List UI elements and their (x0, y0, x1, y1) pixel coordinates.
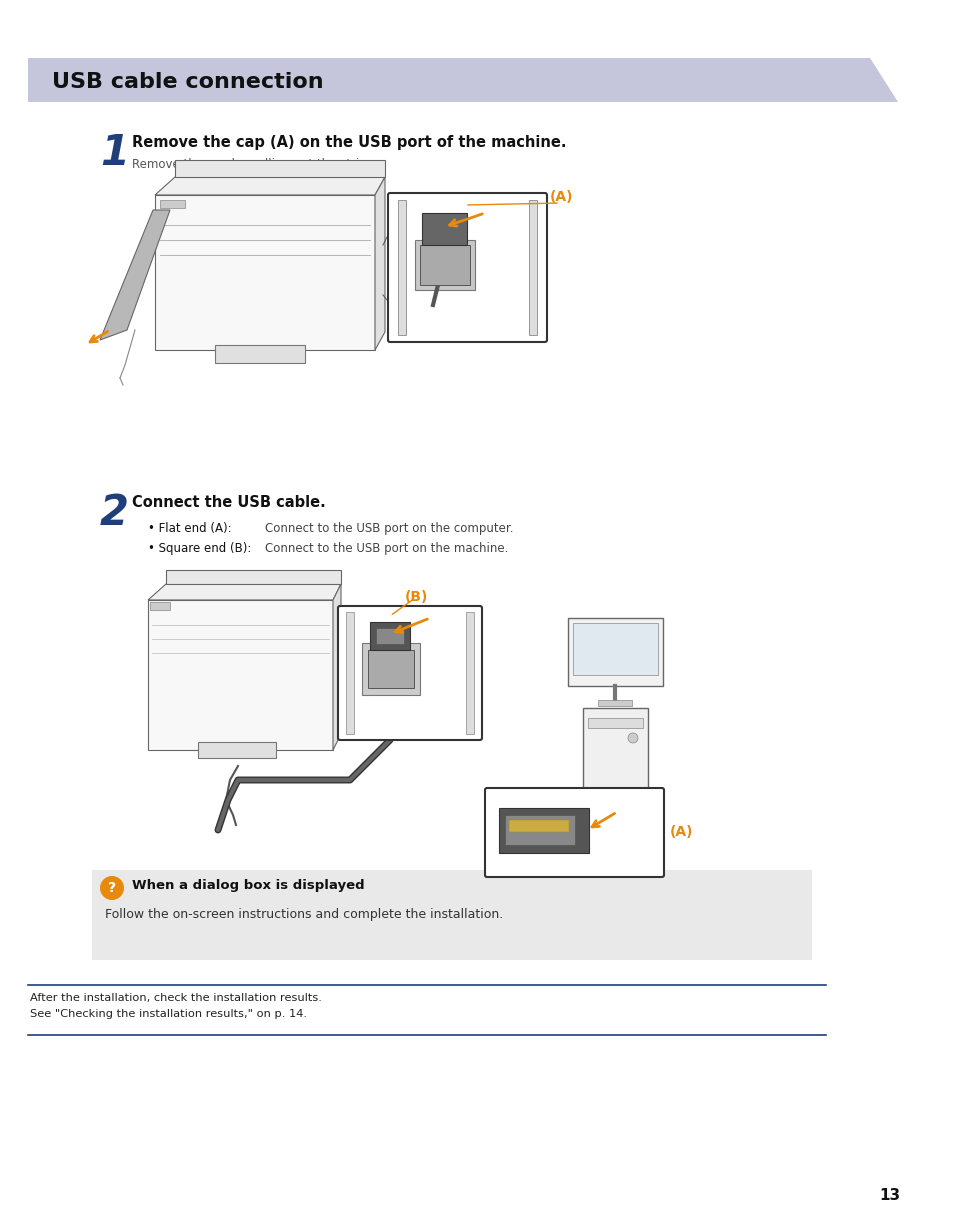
Text: USB cable connection: USB cable connection (52, 72, 323, 92)
FancyBboxPatch shape (587, 718, 642, 728)
Text: Remove the cap by pulling out the string.: Remove the cap by pulling out the string… (132, 158, 377, 171)
FancyBboxPatch shape (598, 699, 631, 706)
FancyBboxPatch shape (150, 602, 170, 610)
FancyBboxPatch shape (397, 200, 406, 335)
Polygon shape (100, 210, 170, 340)
FancyBboxPatch shape (573, 623, 658, 675)
FancyBboxPatch shape (529, 200, 537, 335)
FancyBboxPatch shape (567, 618, 662, 686)
Polygon shape (148, 584, 340, 600)
FancyBboxPatch shape (504, 815, 575, 845)
FancyBboxPatch shape (375, 628, 403, 644)
Text: Connect to the USB port on the machine.: Connect to the USB port on the machine. (265, 542, 508, 555)
FancyBboxPatch shape (214, 345, 305, 363)
Text: • Square end (B):: • Square end (B): (148, 542, 251, 555)
FancyBboxPatch shape (419, 245, 470, 285)
FancyBboxPatch shape (148, 600, 333, 750)
Polygon shape (154, 195, 375, 350)
Text: When a dialog box is displayed: When a dialog box is displayed (132, 879, 364, 892)
FancyBboxPatch shape (484, 788, 663, 877)
Circle shape (627, 733, 638, 744)
Text: Connect the USB cable.: Connect the USB cable. (132, 494, 325, 510)
FancyBboxPatch shape (509, 820, 568, 832)
Text: 1: 1 (100, 133, 129, 174)
FancyBboxPatch shape (415, 240, 475, 290)
Polygon shape (375, 177, 385, 350)
Text: Remove the cap (A) on the USB port of the machine.: Remove the cap (A) on the USB port of th… (132, 135, 566, 150)
Polygon shape (166, 571, 340, 584)
Text: Follow the on-screen instructions and complete the installation.: Follow the on-screen instructions and co… (105, 908, 503, 921)
Text: 2: 2 (100, 492, 129, 534)
FancyBboxPatch shape (346, 612, 354, 734)
Polygon shape (174, 160, 385, 177)
FancyBboxPatch shape (498, 809, 588, 853)
Text: 13: 13 (878, 1188, 899, 1202)
Text: ?: ? (108, 881, 116, 894)
Text: Connect to the USB port on the computer.: Connect to the USB port on the computer. (265, 521, 513, 535)
Polygon shape (28, 58, 897, 102)
Polygon shape (333, 584, 340, 750)
FancyBboxPatch shape (361, 643, 419, 694)
Text: (A): (A) (669, 825, 693, 839)
Text: • Flat end (A):: • Flat end (A): (148, 521, 232, 535)
FancyBboxPatch shape (368, 650, 414, 688)
FancyBboxPatch shape (337, 606, 481, 740)
Polygon shape (154, 177, 385, 195)
Text: (B): (B) (405, 590, 428, 604)
Text: (A): (A) (550, 190, 573, 204)
FancyBboxPatch shape (465, 612, 474, 734)
FancyBboxPatch shape (198, 742, 275, 758)
FancyBboxPatch shape (160, 200, 185, 209)
FancyBboxPatch shape (421, 213, 467, 245)
Text: See "Checking the installation results," on p. 14.: See "Checking the installation results,"… (30, 1009, 307, 1018)
Circle shape (100, 876, 124, 899)
Text: After the installation, check the installation results.: After the installation, check the instal… (30, 993, 321, 1002)
FancyBboxPatch shape (370, 622, 410, 650)
FancyBboxPatch shape (388, 193, 546, 342)
FancyBboxPatch shape (582, 708, 647, 818)
FancyBboxPatch shape (91, 870, 811, 960)
